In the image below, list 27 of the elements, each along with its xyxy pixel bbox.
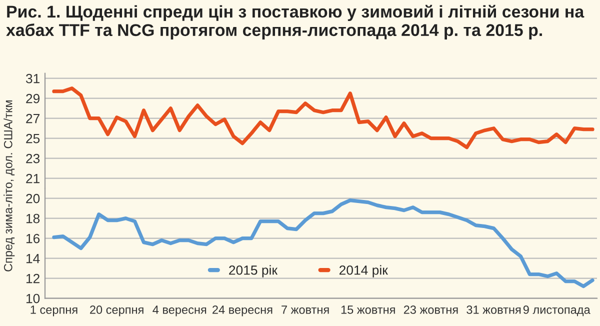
y-tick-label: 31 <box>26 74 40 84</box>
y-tick-label: 27 <box>26 114 40 124</box>
x-tick-label: 4 вересня <box>152 306 206 316</box>
x-tick-label: 31 жовтня <box>466 306 521 314</box>
x-tick-label: 15 жовтня <box>341 306 395 314</box>
x-tick-label: 9 листопада <box>523 306 590 316</box>
legend-label: 2014 рік <box>339 265 388 278</box>
y-tick-label: 18 <box>26 214 40 224</box>
y-tick-label: 29 <box>26 94 40 104</box>
line-series <box>52 198 594 288</box>
y-tick-label: 12 <box>26 274 40 284</box>
y-tick-label: 21 <box>26 174 40 184</box>
y-tick-label: 14 <box>26 254 40 264</box>
x-tick-label: 1 серпня <box>30 306 78 316</box>
x-tick-label: 20 серпня <box>90 306 144 316</box>
chart-title: Рис. 1. Щоденні спреди цін з поставкою у зимовий і літній сезони на хабах TTF та NCG протягом серпня-листопада 2014 р. та 2015 р. <box>6 4 584 40</box>
x-tick-label: 7 жовтня <box>282 306 329 314</box>
line-series <box>52 86 594 150</box>
y-axis-title: Спред зима-літо, дол. США/ткм <box>4 100 15 272</box>
y-tick-label: 25 <box>26 134 40 144</box>
y-tick-label: 23 <box>26 154 40 164</box>
x-tick-label: 24 вересня <box>212 306 272 316</box>
legend-label: 2015 рік <box>229 265 278 278</box>
y-tick-label: 20 <box>26 194 40 204</box>
y-tick-label: 10 <box>26 294 40 304</box>
y-tick-label: 16 <box>26 234 40 244</box>
x-tick-label: 23 жовтня <box>404 306 458 314</box>
